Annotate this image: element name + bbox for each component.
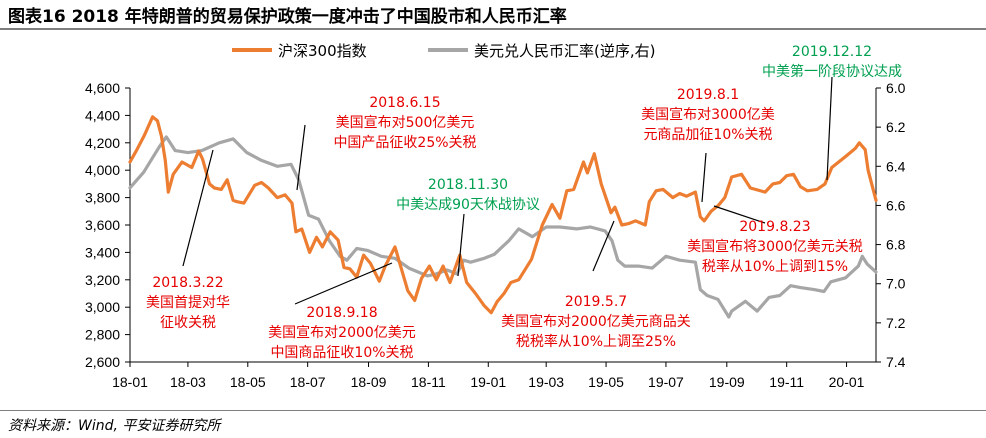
- annotation-leader: [713, 205, 766, 224]
- left-tick-label: 4,000: [85, 162, 120, 178]
- legend-label-csi300: 沪深300指数: [278, 42, 367, 60]
- left-tick-label: 4,600: [85, 80, 120, 96]
- left-tick-label: 3,800: [85, 190, 120, 206]
- x-tick-label: 19-11: [769, 374, 804, 390]
- annotation-date: 2018.3.22: [152, 275, 223, 291]
- title-divider: [0, 28, 986, 30]
- chart: 4,600 4,400 4,200 4,000 3,800 3,600 3,400 3,200…: [85, 42, 906, 390]
- left-tick-label: 3,200: [85, 272, 120, 288]
- left-tick-label: 3,400: [85, 244, 120, 260]
- annotation-text: 税率从10%上调到15%: [702, 258, 848, 275]
- annotation-text: 中国产品征收25%关税: [333, 135, 476, 151]
- x-tick-label: 18-11: [411, 374, 446, 390]
- annotation-text: 中国商品征收10%关税: [270, 345, 413, 361]
- series-layer: [128, 115, 878, 319]
- x-tick-label: 18-07: [290, 374, 326, 390]
- annotation-leader: [457, 213, 465, 277]
- annotation-leader: [826, 76, 833, 181]
- left-tick-label: 3,600: [85, 217, 120, 233]
- annotation-text: 中美达成90天休战协议: [396, 197, 540, 213]
- right-tick-label: 7.4: [886, 354, 906, 370]
- annotation-date: 2019.5.7: [565, 294, 627, 310]
- x-tick-label: 18-03: [170, 374, 206, 390]
- x-tick-label: 19-05: [588, 374, 624, 390]
- annotation-date: 2019.8.23: [739, 219, 810, 235]
- legend: 沪深300指数 美元兑人民币汇率(逆序,右): [232, 42, 655, 60]
- annotation-leader: [592, 220, 615, 272]
- annotation-date: 2018.6.15: [369, 95, 440, 111]
- x-tick-label: 18-01: [112, 374, 148, 390]
- annotation-text: 美国宣布对2000亿美元: [268, 325, 416, 341]
- left-tick-label: 2,800: [85, 327, 120, 343]
- x-tick-label: 20-01: [829, 374, 865, 390]
- right-tick-label: 6.2: [886, 119, 906, 135]
- left-tick-label: 4,200: [85, 135, 120, 151]
- annotation-text: 美国首提对华: [146, 295, 230, 311]
- annotation-leader: [294, 262, 393, 305]
- legend-label-usdcny: 美元兑人民币汇率(逆序,右): [474, 42, 655, 60]
- annotation-text: 中美第一阶段协议达成: [762, 63, 902, 80]
- x-tick-label: 19-03: [528, 374, 564, 390]
- x-tick-label: 19-09: [709, 374, 745, 390]
- series-line-csi300: [128, 115, 878, 315]
- annotation-leader: [182, 149, 214, 267]
- annotation-date: 2019.12.12: [792, 44, 872, 60]
- figure-title: 图表16 2018 年特朗普的贸易保护政策一度冲击了中国股市和人民币汇率: [8, 7, 567, 27]
- annotation-text: 征收关税: [160, 315, 216, 331]
- series-line-usdcny: [128, 135, 878, 319]
- right-tick-label: 7.0: [886, 276, 906, 292]
- annotation-date: 2019.8.1: [677, 87, 739, 103]
- annotation-leaders: [182, 76, 833, 305]
- source-note: 资料来源：Wind, 平安证券研究所: [8, 418, 221, 434]
- annotation-text: 美国宣布对500亿美元: [336, 115, 475, 131]
- left-tick-label: 2,600: [85, 354, 120, 370]
- annotation-text: 美国宣布将3000亿美元关税: [687, 239, 863, 255]
- x-tick-label: 19-01: [470, 374, 506, 390]
- right-tick-label: 7.2: [886, 315, 906, 331]
- x-tick-label: 18-09: [351, 374, 387, 390]
- axes: 4,600 4,400 4,200 4,000 3,800 3,600 3,400 3,200…: [85, 80, 906, 390]
- left-tick-label: 4,400: [85, 107, 120, 123]
- annotation-text: 税税率从10%上调至25%: [516, 333, 676, 350]
- left-tick-label: 3,000: [85, 299, 120, 315]
- annotation-leader: [701, 152, 707, 203]
- right-tick-label: 6.4: [886, 158, 906, 174]
- annotation-leader: [296, 124, 306, 191]
- right-tick-label: 6.6: [886, 197, 906, 213]
- annotation-date: 2018.9.18: [306, 305, 377, 321]
- annotation-text: 元商品加征10%关税: [643, 127, 772, 143]
- annotation-date: 2018.11.30: [428, 177, 508, 193]
- right-tick-label: 6.0: [886, 80, 906, 96]
- x-tick-label: 18-05: [230, 374, 266, 390]
- annotations: 2018.3.22美国首提对华征收关税2018.6.15美国宣布对500亿美元中…: [146, 44, 902, 361]
- x-tick-label: 19-07: [648, 374, 684, 390]
- annotation-text: 美国宣布对3000亿美: [641, 107, 775, 123]
- source-divider: [0, 410, 986, 411]
- annotation-text: 美国宣布对2000亿美元商品关: [501, 314, 691, 330]
- right-tick-label: 6.8: [886, 237, 906, 253]
